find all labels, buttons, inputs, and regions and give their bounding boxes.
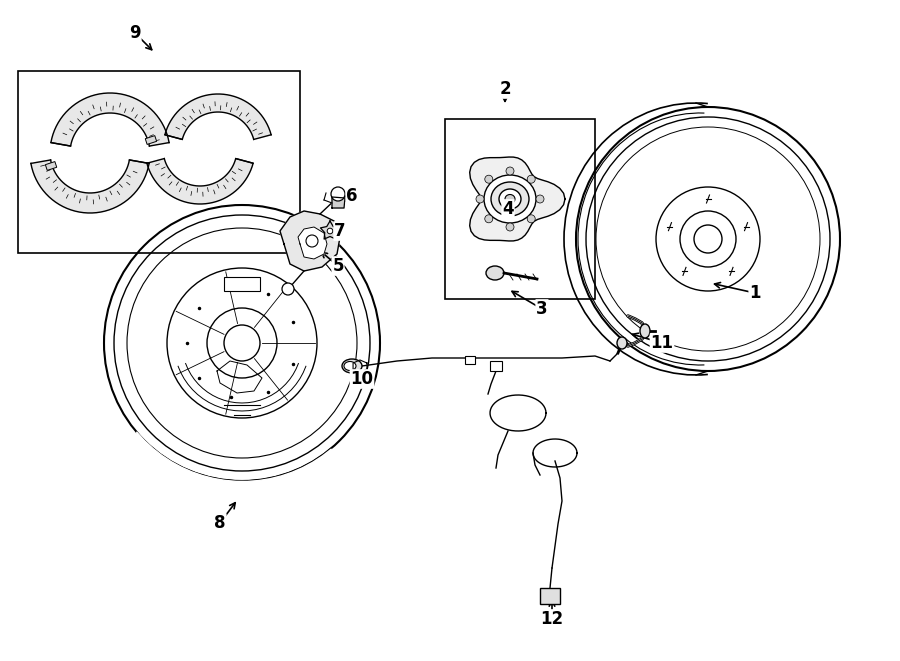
- Bar: [224, 277, 260, 291]
- Polygon shape: [332, 197, 345, 208]
- Circle shape: [282, 283, 294, 295]
- Bar: [540, 588, 560, 604]
- Text: 10: 10: [350, 370, 374, 388]
- Ellipse shape: [484, 175, 536, 223]
- Ellipse shape: [640, 324, 650, 338]
- Polygon shape: [280, 211, 340, 271]
- Polygon shape: [165, 94, 271, 139]
- Polygon shape: [298, 227, 327, 259]
- Text: 11: 11: [651, 334, 673, 352]
- Bar: [465, 356, 475, 364]
- Polygon shape: [320, 221, 339, 239]
- Circle shape: [536, 195, 544, 203]
- Circle shape: [476, 195, 484, 203]
- Polygon shape: [31, 160, 149, 213]
- Polygon shape: [470, 157, 565, 241]
- Circle shape: [506, 167, 514, 175]
- Ellipse shape: [486, 266, 504, 280]
- Polygon shape: [147, 159, 253, 204]
- Ellipse shape: [505, 194, 515, 204]
- Bar: [45, 161, 57, 171]
- Circle shape: [331, 187, 345, 201]
- Bar: [145, 136, 157, 144]
- Circle shape: [485, 175, 493, 183]
- Ellipse shape: [342, 359, 362, 373]
- Circle shape: [485, 215, 493, 223]
- Bar: [18, 71, 300, 253]
- Text: 8: 8: [214, 514, 226, 532]
- Text: 1: 1: [749, 284, 760, 302]
- Ellipse shape: [344, 362, 356, 371]
- Ellipse shape: [617, 337, 627, 349]
- Text: 7: 7: [334, 222, 346, 240]
- Text: 12: 12: [540, 610, 563, 628]
- Circle shape: [527, 215, 536, 223]
- Polygon shape: [51, 93, 169, 146]
- Ellipse shape: [491, 182, 529, 216]
- Text: 2: 2: [500, 80, 511, 98]
- Bar: [445, 119, 595, 299]
- Text: 5: 5: [332, 257, 344, 275]
- Ellipse shape: [499, 189, 521, 209]
- Text: 9: 9: [130, 24, 140, 42]
- Text: 4: 4: [502, 200, 514, 218]
- Circle shape: [328, 228, 333, 234]
- Text: 3: 3: [536, 300, 548, 318]
- Circle shape: [527, 175, 536, 183]
- Text: 6: 6: [346, 187, 358, 205]
- Bar: [490, 361, 502, 371]
- Circle shape: [506, 223, 514, 231]
